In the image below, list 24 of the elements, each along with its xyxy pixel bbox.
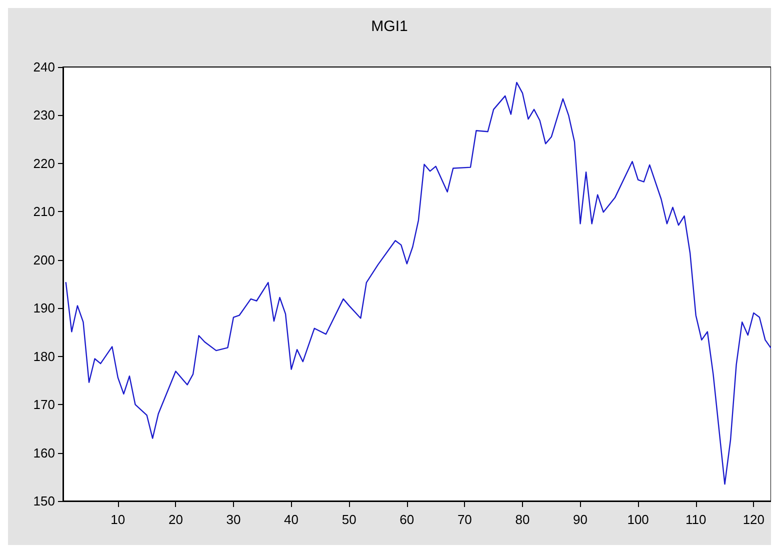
x-tick-label: 30 [226, 512, 241, 527]
x-tick-label: 110 [686, 512, 706, 527]
y-tick-label: 210 [33, 204, 55, 220]
y-tick-label: 230 [33, 108, 55, 123]
y-tick-label: 200 [33, 252, 55, 268]
y-tick-label: 160 [33, 445, 55, 460]
x-tick-label: 70 [457, 512, 472, 527]
x-tick-label: 10 [110, 512, 126, 527]
x-tick-label: 60 [400, 512, 414, 527]
x-tick-label: 50 [342, 512, 356, 527]
x-tick-label: 80 [515, 512, 530, 527]
y-tick-label: 170 [33, 397, 55, 412]
y-tick-label: 240 [33, 60, 55, 74]
y-tick-label: 150 [33, 494, 55, 508]
x-tick-label: 20 [168, 512, 183, 527]
line-series [65, 82, 771, 485]
y-tick-label: 190 [33, 300, 55, 316]
x-tick-label: 40 [284, 512, 299, 527]
y-tick-label: 180 [33, 348, 55, 364]
x-tick-label: 120 [742, 512, 765, 527]
y-tick-label: 220 [33, 156, 55, 171]
x-tick-label: 100 [627, 512, 649, 527]
x-tick-label: 90 [573, 512, 588, 527]
chart-title: MGI1 [371, 18, 408, 35]
